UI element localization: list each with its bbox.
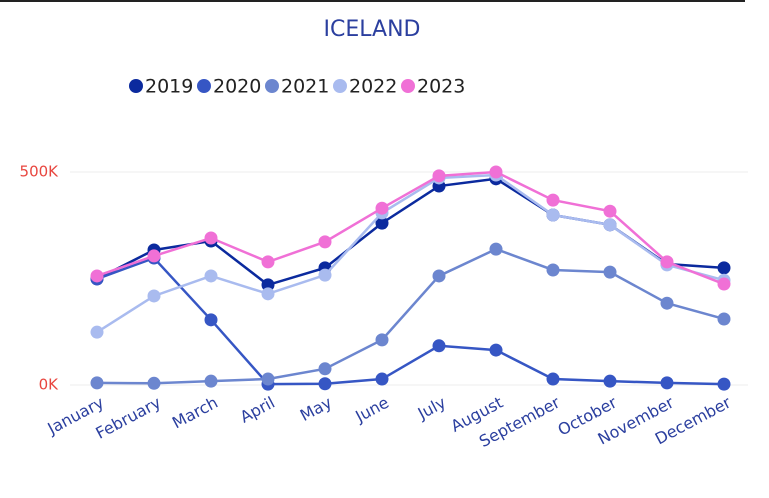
point	[375, 201, 389, 215]
point	[318, 268, 332, 282]
point	[603, 204, 617, 218]
legend-label: 2021	[281, 76, 329, 98]
point	[261, 278, 275, 292]
point	[204, 269, 218, 283]
point	[318, 377, 332, 391]
point	[546, 372, 560, 386]
y-tick-label: 500K	[20, 163, 60, 181]
point	[660, 296, 674, 310]
point	[717, 312, 731, 326]
x-tick-label: May	[297, 393, 335, 425]
y-tick-label: 0K	[39, 376, 60, 394]
point	[90, 376, 104, 390]
series-line	[96, 247, 725, 385]
x-tick-label: June	[351, 393, 392, 427]
point	[147, 376, 161, 390]
legend-label: 2020	[213, 76, 261, 98]
point	[489, 343, 503, 357]
legend-label: 2023	[417, 76, 465, 98]
series-line	[96, 170, 725, 286]
point	[546, 193, 560, 207]
chart-title: ICELAND	[324, 17, 421, 42]
point	[318, 362, 332, 376]
legend-marker	[197, 79, 211, 93]
point	[375, 372, 389, 386]
point	[261, 255, 275, 269]
point	[204, 313, 218, 327]
point	[261, 372, 275, 386]
series-line	[96, 173, 725, 334]
legend-marker	[401, 79, 415, 93]
legend-marker	[129, 79, 143, 93]
point	[717, 261, 731, 275]
point	[660, 255, 674, 269]
point	[261, 287, 275, 301]
legend-marker	[333, 79, 347, 93]
point	[204, 231, 218, 245]
point	[204, 374, 218, 388]
point	[489, 165, 503, 179]
x-tick-label: April	[237, 393, 278, 427]
point	[489, 242, 503, 256]
point	[546, 208, 560, 222]
point	[546, 263, 560, 277]
point	[318, 235, 332, 249]
point	[603, 218, 617, 232]
series-line	[96, 256, 725, 386]
point	[375, 333, 389, 347]
point	[432, 169, 446, 183]
point	[717, 277, 731, 291]
point	[90, 269, 104, 283]
legend-marker	[265, 79, 279, 93]
point	[375, 216, 389, 230]
point	[90, 325, 104, 339]
point	[717, 377, 731, 391]
point	[147, 289, 161, 303]
point	[603, 374, 617, 388]
x-tick-label: July	[414, 393, 449, 424]
legend-label: 2022	[349, 76, 397, 98]
point	[432, 339, 446, 353]
point	[147, 249, 161, 263]
point	[603, 265, 617, 279]
point	[660, 376, 674, 390]
legend-label: 2019	[145, 76, 193, 98]
x-tick-label: March	[169, 393, 221, 433]
x-tick-label: February	[92, 393, 164, 443]
point	[432, 269, 446, 283]
